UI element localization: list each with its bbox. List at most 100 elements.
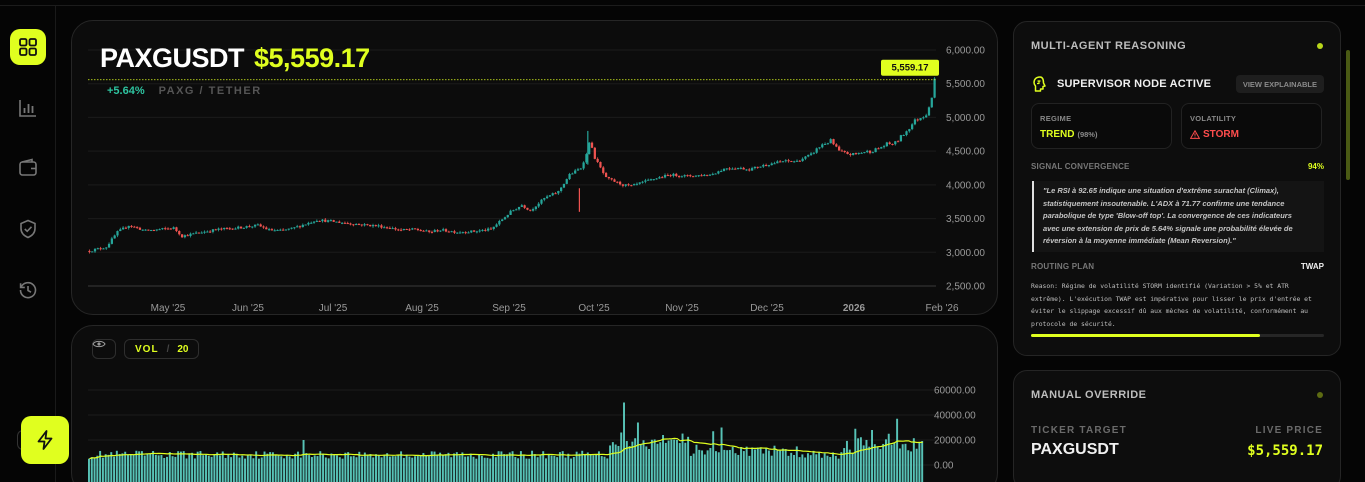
volume-bar <box>330 453 333 482</box>
volume-bar <box>115 450 118 482</box>
candle-body <box>259 224 262 227</box>
volume-bar <box>570 458 573 482</box>
volume-bar <box>394 456 397 482</box>
volume-bar <box>238 457 241 482</box>
panel-scrollbar[interactable] <box>1346 50 1350 180</box>
volume-bar <box>349 456 352 482</box>
volume-bar <box>269 452 272 482</box>
nav-analytics[interactable] <box>10 90 46 126</box>
toggle-visibility-button[interactable] <box>92 339 116 359</box>
reasoning-quote: "Le RSI à 92.65 indique une situation d'… <box>1032 181 1324 252</box>
candle-body <box>186 235 189 237</box>
volume-bar <box>422 453 425 482</box>
volume-bar <box>762 453 765 482</box>
volume-bar <box>427 456 430 482</box>
candle-body <box>450 231 453 233</box>
volume-bar <box>90 457 93 482</box>
ticker-target-value[interactable]: PAXGUSDT <box>1031 441 1119 458</box>
warning-icon <box>1190 130 1200 139</box>
y-tick-label: 60000.00 <box>934 386 976 397</box>
volume-bar <box>149 453 152 482</box>
manual-override-panel: MANUAL OVERRIDE TICKER TARGET LIVE PRICE… <box>1013 370 1341 482</box>
volume-indicator-pill[interactable]: VOL / 20 <box>124 339 200 359</box>
volume-bar <box>140 451 143 482</box>
volume-bar <box>759 447 762 482</box>
quote-line: réversion à la moyenne immédiate (Mean R… <box>1043 236 1236 246</box>
volume-bar <box>873 444 876 482</box>
candle-body <box>411 228 414 230</box>
candle-body <box>105 247 108 249</box>
volume-bar <box>383 454 386 482</box>
volume-bar <box>832 452 834 482</box>
candle-body <box>795 160 799 162</box>
candle-body <box>492 226 495 230</box>
bar-chart-icon <box>19 100 36 117</box>
volume-bar <box>728 449 731 482</box>
candle-body <box>812 152 815 154</box>
volume-bar <box>689 455 692 482</box>
volume-bar <box>692 453 695 482</box>
volume-bar <box>606 458 609 482</box>
candle-body <box>172 227 175 229</box>
volume-bar <box>297 451 299 482</box>
candle-body <box>764 164 768 166</box>
volume-bar <box>575 451 578 482</box>
nav-wallet[interactable] <box>10 150 46 186</box>
live-indicator <box>1317 43 1323 49</box>
collapsed-toggle <box>17 430 23 450</box>
candle-body <box>543 198 546 200</box>
candle-body <box>717 171 720 174</box>
candle-body <box>731 168 734 170</box>
regime-value-row: TREND (98%) <box>1040 129 1097 140</box>
candle-body <box>829 139 832 144</box>
candlestick-chart[interactable]: 6,000.00 5,500.00 5,000.00 4,500.00 4,000.00… <box>72 21 998 315</box>
nav-security[interactable] <box>10 211 46 247</box>
volume-bar <box>182 451 185 482</box>
candle-body <box>487 228 490 231</box>
candle-body <box>739 167 742 169</box>
volume-bar <box>458 455 461 482</box>
volume-chart[interactable]: 60000.00 40000.00 20000.00 0.00 <box>72 326 998 482</box>
candle-body <box>110 238 113 244</box>
price-chart-panel: 6,000.00 5,500.00 5,000.00 4,500.00 4,000.00… <box>71 20 998 315</box>
volume-bar <box>193 458 196 482</box>
volume-bar <box>316 456 319 482</box>
quick-action-button[interactable] <box>21 416 69 464</box>
nav-history[interactable] <box>10 272 46 308</box>
volume-bar <box>216 452 219 482</box>
volume-bar <box>742 451 745 482</box>
view-explainable-button[interactable]: VIEW EXPLAINABLE <box>1235 75 1324 93</box>
candle-body <box>102 248 105 250</box>
candle-body <box>857 152 860 154</box>
candle-body <box>767 165 771 167</box>
volume-bar <box>868 446 871 482</box>
candle-body <box>234 228 237 230</box>
candle-body <box>192 233 195 235</box>
candle-body <box>161 228 164 230</box>
volume-bar <box>550 455 553 482</box>
volume-bar <box>558 452 561 482</box>
candle-body <box>178 231 181 235</box>
volume-bar <box>469 453 472 482</box>
supervisor-status: SUPERVISOR NODE ACTIVE <box>1057 78 1212 90</box>
routing-row: ROUTING PLAN TWAP <box>1031 262 1324 271</box>
candle-body <box>349 223 352 225</box>
candle-body <box>531 209 535 211</box>
nav-dashboard[interactable] <box>10 29 46 65</box>
routing-plan-text: Reason: Régime de volatilité STORM ident… <box>1031 280 1326 330</box>
volume-bar <box>673 439 676 482</box>
volume-bar <box>879 449 882 482</box>
volume-bar <box>224 458 227 482</box>
volume-bar <box>793 454 795 482</box>
candle-body <box>425 230 428 232</box>
volume-bar <box>675 440 678 482</box>
volume-bar <box>843 448 846 482</box>
volume-bar <box>252 458 255 482</box>
volume-bar <box>907 450 910 482</box>
candle-body <box>158 229 161 231</box>
candle-body <box>453 231 456 233</box>
override-title: MANUAL OVERRIDE <box>1031 389 1147 401</box>
candle-body <box>835 144 838 147</box>
volume-bar <box>414 456 416 482</box>
y-tick-label: 0.00 <box>934 461 954 472</box>
